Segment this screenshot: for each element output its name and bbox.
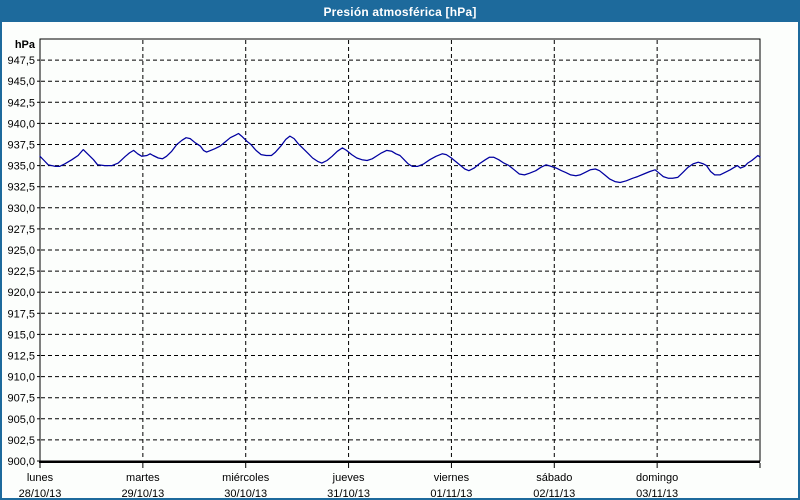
day-name-label: miércoles bbox=[222, 472, 270, 484]
day-date-label: 31/10/13 bbox=[327, 488, 370, 498]
y-tick-label: 947,5 bbox=[7, 55, 35, 67]
day-name-label: lunes bbox=[27, 472, 54, 484]
window-title: Presión atmosférica [hPa] bbox=[323, 5, 477, 19]
y-tick-label: 907,5 bbox=[7, 393, 35, 405]
day-date-label: 28/10/13 bbox=[19, 488, 62, 498]
y-tick-label: 905,0 bbox=[7, 414, 35, 426]
day-name-label: martes bbox=[126, 472, 160, 484]
y-tick-label: 940,0 bbox=[7, 118, 35, 130]
y-tick-label: 927,5 bbox=[7, 224, 35, 236]
y-tick-label: 915,0 bbox=[7, 329, 35, 341]
y-tick-label: 925,0 bbox=[7, 245, 35, 257]
chart-container: 900,0 902,5 905,0 907,5 910,0 912,5 915,0 917,5… bbox=[2, 22, 798, 498]
y-tick-label: 917,5 bbox=[7, 308, 35, 320]
day-name-label: jueves bbox=[332, 472, 365, 484]
title-bar: Presión atmosférica [hPa] bbox=[2, 2, 798, 22]
day-date-label: 01/11/13 bbox=[430, 488, 472, 498]
day-date-label: 03/11/13 bbox=[636, 488, 678, 498]
day-name-label: viernes bbox=[434, 472, 470, 484]
day-date-label: 29/10/13 bbox=[121, 488, 164, 498]
y-tick-label: 937,5 bbox=[7, 140, 35, 152]
pressure-line bbox=[39, 132, 761, 184]
y-tick-label: 912,5 bbox=[7, 351, 35, 363]
day-date-label: 30/10/13 bbox=[224, 488, 267, 498]
y-tick-label: 930,0 bbox=[7, 203, 35, 215]
pressure-chart: 900,0 902,5 905,0 907,5 910,0 912,5 915,0 917,5… bbox=[7, 38, 761, 498]
y-tick-label: 902,5 bbox=[7, 435, 35, 447]
day-date-label: 02/11/13 bbox=[533, 488, 575, 498]
day-name-label: sábado bbox=[536, 472, 572, 484]
y-tick-label: 935,0 bbox=[7, 161, 35, 173]
y-tick-label: 942,5 bbox=[7, 97, 35, 109]
y-tick-label: 900,0 bbox=[7, 456, 35, 468]
y-axis-unit-label: hPa bbox=[15, 39, 36, 51]
y-tick-label: 922,5 bbox=[7, 266, 35, 278]
y-tick-label: 920,0 bbox=[7, 287, 35, 299]
day-name-label: domingo bbox=[636, 472, 678, 484]
y-tick-label: 945,0 bbox=[7, 76, 35, 88]
y-tick-label: 910,0 bbox=[7, 372, 35, 384]
y-tick-label: 932,5 bbox=[7, 182, 35, 194]
